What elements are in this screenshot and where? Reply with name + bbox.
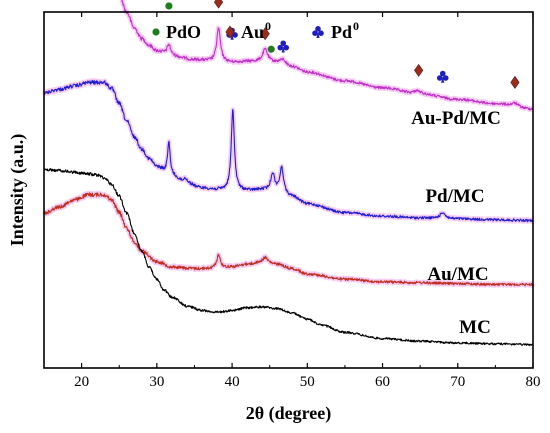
series-line-au-mc [43,192,534,287]
x-tick-label: 20 [74,374,89,390]
series-label: MC [459,317,491,338]
legend-diamond-icon [225,25,235,39]
phase-marker-au-diamond-icon [260,27,270,41]
phase-marker-pdo-dot-icon [267,45,275,53]
plot-layer [41,0,536,347]
x-tick-label: 70 [450,374,465,390]
x-axis: 20 30 40 50 60 70 80 [43,12,541,390]
series-label: Au-Pd/MC [411,108,501,129]
x-axis-title: 2θ (degree) [246,403,332,424]
x-tick-label: 60 [375,374,390,390]
legend-club-icon [312,26,324,38]
series-line-pd-mc [43,79,534,223]
legend-superscript: 0 [265,19,271,33]
series-line-au-pd-mc [121,0,534,111]
x-tick-label: 30 [149,374,164,390]
y-axis-title: Intensity (a.u.) [7,134,28,247]
legend: PdO Au 0 Pd 0 [152,19,359,42]
phase-marker-au-diamond-icon [510,75,520,89]
series-labels: Au-Pd/MC Pd/MC Au/MC MC [411,108,501,338]
legend-superscript: 0 [353,19,359,33]
series-label: Pd/MC [425,186,484,207]
phase-marker-au-diamond-icon [213,0,224,9]
phase-marker-au-diamond-icon [414,63,424,77]
series-line-mc [43,168,534,347]
series-label: Au/MC [427,264,488,285]
legend-label: PdO [166,22,201,42]
plot-frame [43,11,534,369]
x-tick-label: 40 [225,374,240,390]
x-tick-label: 50 [300,374,315,390]
x-tick-label: 80 [526,374,541,390]
legend-label: Pd [331,22,352,42]
phase-marker-pd-club-icon [436,70,449,83]
legend-label: Au [241,22,264,42]
phase-marker-pdo-dot-icon [165,2,173,10]
phase-marker-pd-club-icon [277,40,290,53]
legend-dot-icon [152,28,160,36]
